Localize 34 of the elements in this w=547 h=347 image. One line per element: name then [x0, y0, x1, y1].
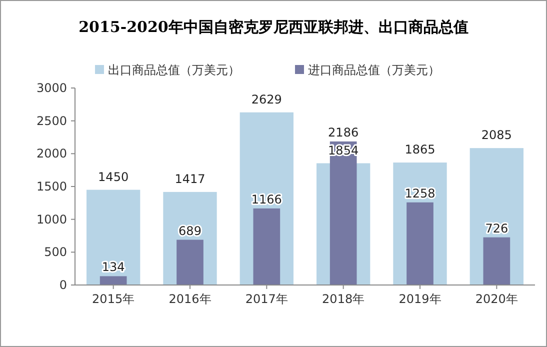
bar [100, 276, 127, 285]
x-tick-label: 2016年 [168, 292, 212, 306]
bar [406, 202, 434, 285]
y-tick-label: 3000 [36, 81, 67, 95]
data-label: 1258 [404, 186, 436, 200]
data-label: 726 [485, 221, 508, 236]
bar [86, 190, 140, 285]
y-tick-label: 2500 [36, 114, 67, 128]
y-tick-label: 2000 [36, 146, 67, 161]
y-tick-label: 1500 [36, 180, 67, 194]
x-tick-label: 2019年 [398, 292, 442, 306]
data-label: 2085 [481, 128, 512, 142]
bar [483, 237, 510, 285]
bar [253, 208, 280, 285]
data-label: 689 [178, 224, 202, 238]
legend-label: 出口商品总值（万美元） [108, 63, 240, 77]
chart-title: 2015-2020年中国自密克罗尼西亚联邦进、出口商品总值 [78, 18, 468, 36]
y-tick-label: 0 [59, 278, 67, 292]
data-label: 1166 [251, 192, 282, 206]
y-tick-label: 500 [44, 245, 67, 260]
x-tick-label: 2015年 [92, 292, 135, 306]
x-tick-label: 2020年 [475, 292, 518, 306]
data-label: 134 [102, 260, 125, 274]
data-label: 2629 [251, 92, 282, 106]
data-label: 1450 [98, 170, 129, 184]
data-label: 1865 [404, 142, 436, 157]
x-tick-label: 2018年 [322, 292, 365, 306]
x-tick-label: 2017年 [245, 292, 288, 306]
y-tick-label: 1000 [36, 212, 67, 226]
bar [176, 240, 204, 285]
legend-label: 进口商品总值（万美元） [308, 63, 440, 77]
bar [330, 141, 357, 285]
data-label: 1417 [174, 172, 206, 186]
data-label: 2186 [328, 125, 359, 140]
